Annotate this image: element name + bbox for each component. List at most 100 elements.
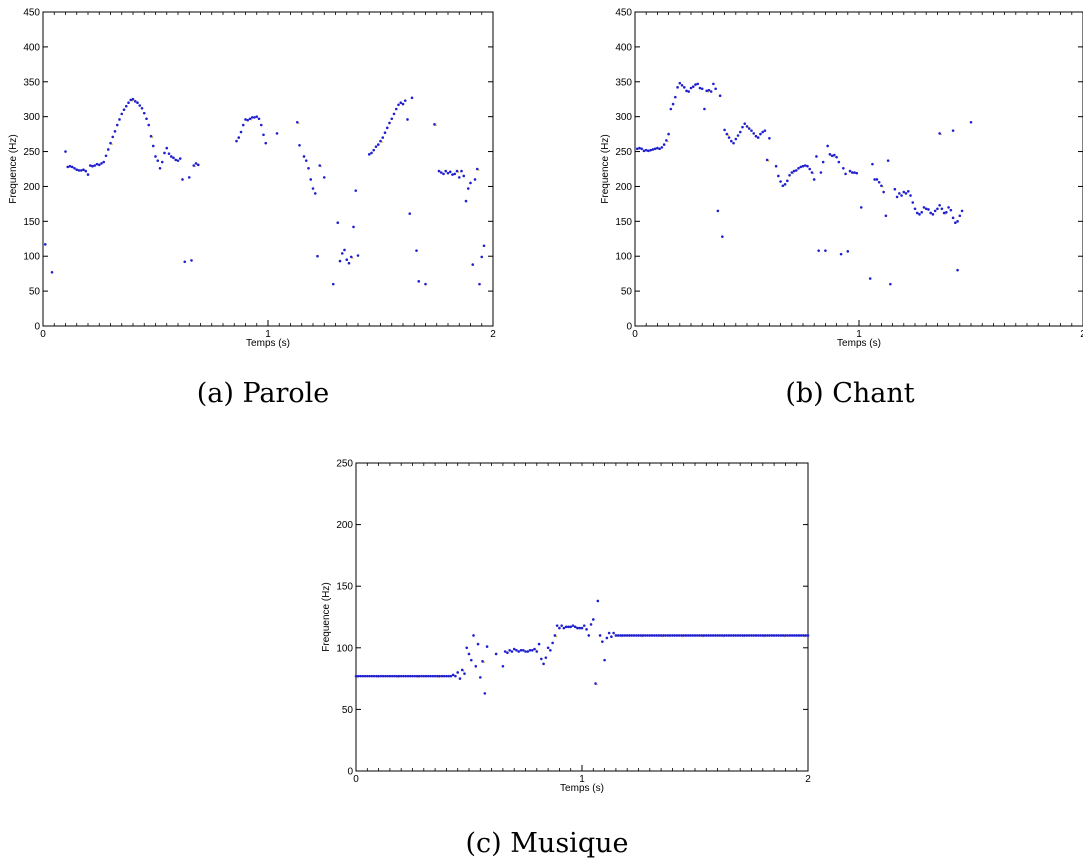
data-point [938,203,941,207]
data-point [803,164,807,167]
data-point [154,155,157,158]
data-point [794,169,798,172]
data-point [712,82,715,86]
data-point [895,195,899,199]
data-point [363,674,367,678]
data-point [183,260,187,264]
data-point [752,132,756,135]
data-point [700,634,704,637]
data-point [172,156,175,160]
data-point [648,634,652,637]
data-point [64,150,67,153]
data-point [956,220,959,223]
data-point [104,154,108,158]
data-point [801,164,805,168]
data-point [392,112,396,116]
data-point [718,94,722,98]
data-point [846,250,850,253]
data-point [929,211,932,215]
plot-frame [42,11,494,327]
data-point [779,634,783,637]
data-point [721,235,724,238]
data-point [922,206,926,209]
data-point [674,95,677,99]
data-point [174,158,178,162]
data-point [451,673,455,677]
y-tick-label: 400 [23,42,40,53]
data-point [601,640,604,643]
data-point [770,634,774,637]
data-point [714,634,717,637]
data-point [705,89,708,93]
data-point [621,634,624,637]
data-point [790,634,794,637]
data-point [727,136,731,139]
data-point [354,674,358,678]
data-point [399,101,403,105]
y-tick-label: 250 [336,459,353,470]
data-point [70,165,74,169]
data-point [515,648,518,652]
data-point [951,216,955,220]
y-tick-label: 350 [23,77,40,88]
data-point [859,206,863,209]
y-tick-label: 300 [615,112,632,123]
data-point [732,141,735,145]
data-point [100,162,103,165]
data-point [765,158,769,162]
data-point [734,634,737,637]
figure-panel-c: 0 1 2 0 50 100 150 200 250 Temps (s) Frequence (Hz… [316,455,816,807]
data-point [576,626,579,630]
data-point [564,625,568,629]
data-point [918,213,921,216]
data-point [754,634,758,637]
data-point [711,634,715,637]
data-point [772,634,776,637]
data-point [437,169,441,173]
x-tick-label: 2 [805,774,811,785]
y-tick-label: 150 [615,217,632,228]
data-point [372,674,376,678]
data-point [338,259,342,263]
data-point [68,164,72,168]
data-point [367,153,371,156]
data-point [302,155,306,158]
data-point [723,634,726,637]
data-point [761,130,764,134]
data-point [528,648,532,652]
y-tick-label: 350 [615,77,632,88]
y-tick-label: 300 [23,112,40,123]
data-point [190,259,193,262]
data-point [375,674,378,678]
data-point [503,650,507,653]
data-point [738,634,742,637]
y-tick-label: 200 [615,182,632,193]
data-point [381,136,385,139]
data-point [594,682,597,685]
data-point [244,118,247,121]
x-tick-label: 1 [856,329,862,340]
data-point [848,169,852,173]
data-point [521,648,525,652]
y-tick-label: 100 [23,252,40,263]
data-point [427,674,430,678]
data-point [66,165,70,169]
data-point [480,255,484,259]
data-point [169,155,173,158]
data-point [460,668,464,672]
data-point [904,192,908,195]
data-point [462,174,466,178]
y-tick-label: 250 [23,147,40,158]
data-point [442,674,446,678]
data-point [349,255,353,259]
data-point [640,147,644,151]
data-point [745,634,749,637]
data-point [417,280,421,283]
data-point [714,87,717,91]
data-point [456,671,459,674]
data-point [178,157,182,160]
data-point [560,624,563,627]
data-point [318,164,322,167]
data-point [163,151,166,155]
data-point [235,139,238,143]
